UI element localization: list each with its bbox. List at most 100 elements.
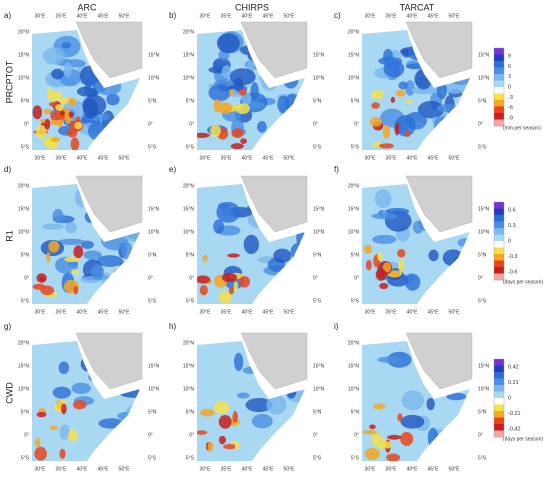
patch [433,116,446,135]
lon-label: 45°E [98,309,110,315]
patch [273,248,292,263]
patch [369,424,376,430]
colorbar-label: 0.3 [508,223,516,229]
lat-label: 15°N [348,363,360,369]
lon-label: 40°E [407,466,419,472]
column-title: TARCAT [400,2,435,12]
colorbar-step [494,267,504,274]
lat-label: 10°N [348,229,360,235]
lat-label: 10°N [478,229,490,235]
lon-label: 30°E [365,13,377,19]
map [362,332,473,461]
lon-label: 45°E [98,13,110,19]
lat-label: 5°S [148,455,157,461]
patch [221,65,232,78]
row-label: CWD [4,382,14,404]
colorbar-unit: (mm per season) [503,125,541,131]
lat-label: 20°N [183,183,195,189]
lat-label: 0° [313,121,318,127]
patch [127,429,140,445]
patch [234,442,240,450]
lon-label: 40°E [242,309,254,315]
patch [46,251,51,263]
patch [98,418,124,429]
column-title: CHIRPS [235,2,269,12]
patch [405,63,426,70]
patch [218,102,233,114]
patch [369,117,382,127]
patch [417,100,444,119]
patch [59,424,70,440]
patch [35,124,47,139]
colorbar-label: -3 [508,95,513,101]
lat-label: 0° [189,121,194,127]
patch [52,208,64,224]
patch [401,390,425,411]
lat-label: 0° [24,275,29,281]
colorbar-step [494,365,504,373]
patch [235,103,251,115]
lat-label: 5°N [351,409,360,415]
patch [364,447,380,460]
colorbar-label: 0.21 [508,380,519,386]
lat-label: 5°N [148,409,157,415]
patch [405,129,411,138]
lat-label: 5°S [351,455,360,461]
patch [43,108,52,115]
map [32,175,143,304]
patch [216,201,241,223]
panel-letter: i) [334,322,339,331]
patch [106,93,120,106]
patch [43,47,66,65]
lat-label: 10°N [313,386,325,392]
patch [197,132,210,138]
panel-letter: e) [169,165,176,174]
lat-label: 10°N [148,75,160,81]
lon-label: 50°E [284,13,296,19]
lat-label: 10°N [313,229,325,235]
lat-label: 10°N [183,75,195,81]
panel-letter: f) [334,165,339,174]
lon-label: 35°E [386,155,398,161]
patch [386,453,401,461]
lat-label: 10°N [148,229,160,235]
lon-label: 50°E [449,309,461,315]
lat-label: 15°N [348,52,360,58]
lat-label: 10°N [183,386,195,392]
patch [34,437,41,448]
lon-label: 40°E [77,309,89,315]
patch [47,87,53,100]
lat-label: 5°S [21,455,30,461]
lat-label: 5°S [313,298,322,304]
lon-label: 45°E [428,466,440,472]
patch [442,249,464,267]
lon-label: 30°E [365,309,377,315]
colorbar-step [494,430,504,438]
patch [460,263,469,283]
patch [266,394,287,415]
patch [363,244,373,254]
colorbar-step [494,424,504,431]
patch [395,114,416,137]
map [197,332,308,461]
lat-label: 10°N [348,75,360,81]
colorbar-step [494,208,504,216]
lon-label: 40°E [77,466,89,472]
patch [126,404,140,417]
lon-label: 45°E [263,309,275,315]
patch [51,68,64,80]
patch [371,102,380,109]
colorbar-step [494,385,504,392]
patch [373,403,386,410]
lat-label: 15°N [183,206,195,212]
patch [365,259,372,271]
lat-label: 5°N [351,252,360,258]
row-label: PRCPTOT [4,60,14,103]
lat-label: 20°N [18,29,30,35]
patch [238,276,251,288]
lon-label: 30°E [200,13,212,19]
patch [374,189,392,208]
lat-label: 15°N [18,206,30,212]
lon-label: 50°E [119,466,131,472]
